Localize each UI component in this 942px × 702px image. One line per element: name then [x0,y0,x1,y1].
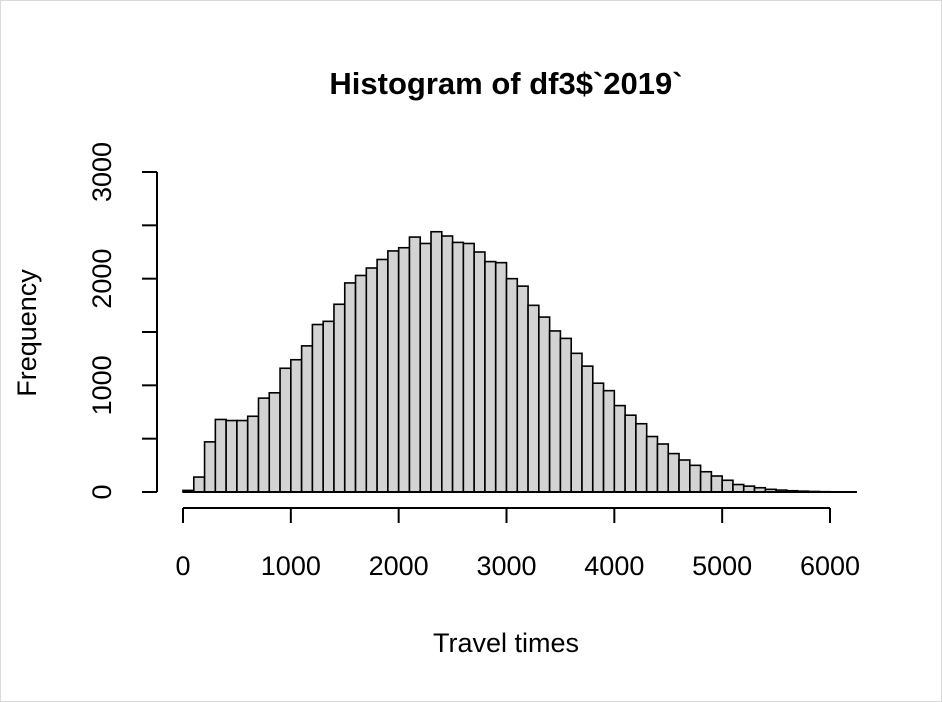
histogram-bar [516,285,529,493]
y-axis: 0 1000 2000 3000 [87,142,158,500]
histogram-bar [591,382,605,493]
histogram-bar [419,242,432,493]
histogram-bar [484,260,497,493]
y-tick-label: 0 [87,484,117,499]
histogram-bar [257,397,271,493]
histogram-bars [182,230,857,493]
histogram-bar [602,389,616,493]
histogram-bar [538,316,551,493]
histogram-bar [376,258,389,493]
histogram-bar [430,230,443,493]
histogram-bar [343,282,357,493]
x-tick-label: 5000 [692,551,752,581]
x-axis: 0 1000 2000 3000 4000 5000 6000 [175,507,860,581]
histogram-bar [473,251,486,493]
histogram-bar [732,483,745,493]
histogram-bar [624,414,637,493]
histogram-bar [333,303,346,493]
chart-title: Histogram of df3$`2019` [329,66,682,101]
histogram-bar [451,241,465,493]
histogram-bar [279,367,292,493]
histogram-bar [710,475,723,493]
histogram-bar [203,441,217,493]
histogram-bar [656,443,670,493]
histogram-bar [440,235,454,493]
histogram-bar [225,419,238,493]
histogram-bar [365,267,378,493]
y-tick-label: 3000 [87,142,117,202]
histogram-bar [613,404,626,493]
histogram-bar [397,246,411,493]
histogram-bar [721,479,734,493]
histogram-bar [527,304,540,493]
histogram-bar [678,459,691,493]
histogram-bar [559,337,573,493]
histogram-bar [300,345,314,493]
histogram-bar [246,415,260,493]
histogram-bar [645,435,659,493]
histogram-bar [548,330,562,493]
x-tick-label: 3000 [476,551,536,581]
x-tick-label: 4000 [584,551,644,581]
histogram-bar [462,242,475,493]
x-tick-label: 1000 [261,551,321,581]
x-tick-label: 0 [175,551,190,581]
histogram-bar [322,320,335,493]
histogram-bar [581,365,594,493]
histogram-bar [699,470,713,493]
histogram-bar [354,274,368,493]
y-tick-label: 2000 [87,249,117,309]
x-axis-label: Travel times [433,628,579,658]
x-tick-label: 6000 [800,551,860,581]
histogram-bar [570,352,583,493]
histogram-bar [689,464,702,493]
histogram-bar [635,422,648,493]
histogram-bar [236,419,249,493]
histogram-bar [290,358,303,493]
histogram-bar [408,236,422,493]
histogram-bar [214,418,227,493]
histogram-bar [268,391,281,493]
histogram-bar [494,261,508,493]
histogram-bar [667,452,680,493]
histogram-bar [311,323,324,493]
x-tick-label: 2000 [369,551,429,581]
histogram-bar [387,250,400,493]
y-tick-label: 1000 [87,355,117,415]
histogram-bar [505,277,519,493]
histogram-bar [192,476,206,493]
y-axis-label: Frequency [12,269,42,397]
